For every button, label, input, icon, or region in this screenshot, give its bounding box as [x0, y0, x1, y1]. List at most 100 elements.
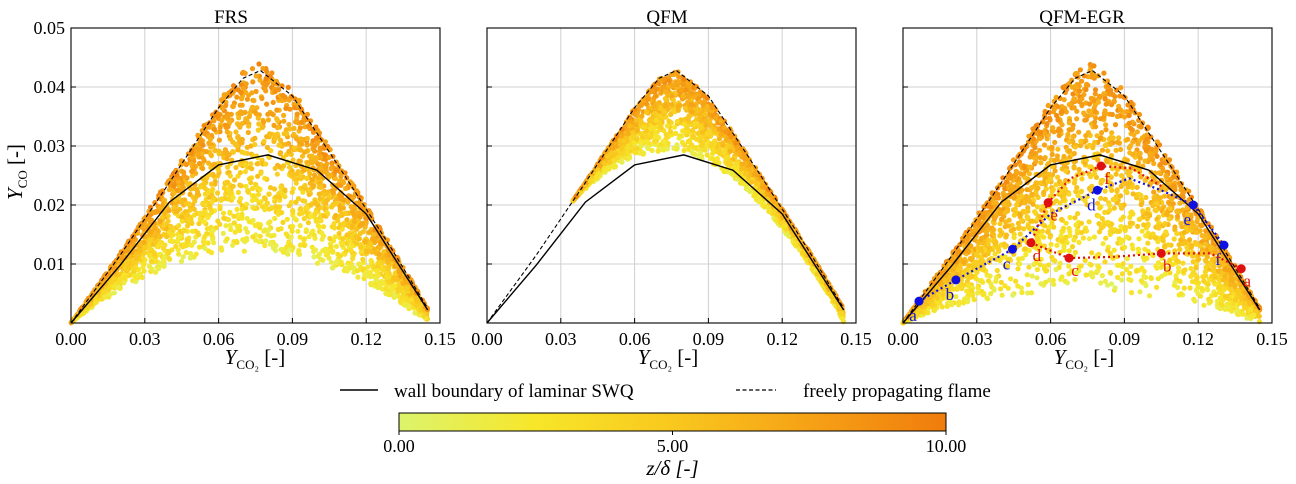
scatter-point: [322, 169, 328, 175]
scatter-point: [315, 161, 321, 167]
scatter-point: [242, 162, 248, 168]
scatter-point: [253, 88, 259, 95]
scatter-point: [674, 118, 681, 125]
scatter-point: [259, 95, 265, 101]
scatter-point: [173, 243, 179, 249]
scatter-point: [251, 205, 258, 212]
scatter-point: [276, 87, 282, 93]
scatter-point: [141, 239, 147, 245]
scatter-point: [239, 95, 245, 101]
scatter-point: [377, 280, 383, 286]
scatter-point: [230, 149, 236, 155]
scatter-point: [311, 248, 317, 255]
scatter-point: [653, 117, 659, 123]
scatter-point: [137, 248, 143, 254]
scatter-point: [189, 168, 195, 174]
scatter-point: [324, 209, 330, 215]
scatter-point: [252, 141, 258, 148]
scatter-point: [707, 121, 714, 127]
scatter-point: [315, 175, 322, 181]
scatter-point: [204, 226, 210, 232]
scatter-point: [239, 215, 245, 221]
scatter-point: [191, 143, 197, 149]
scatter-point: [243, 183, 249, 189]
scatter-point: [301, 216, 307, 222]
scatter-point: [312, 235, 318, 241]
scatter-point: [291, 145, 297, 151]
scatter-point: [358, 244, 364, 250]
scatter-point: [727, 148, 734, 154]
scatter-point: [234, 206, 240, 212]
scatter-point: [267, 131, 273, 137]
scatter-point: [205, 214, 211, 221]
scatter-point: [169, 238, 175, 244]
scatter-point: [231, 213, 237, 219]
scatter-point: [267, 185, 274, 191]
scatter-point: [261, 138, 267, 144]
scatter-point: [184, 212, 191, 218]
scatter-point: [298, 136, 304, 142]
scatter-point: [270, 245, 276, 251]
scatter-point: [274, 131, 280, 137]
scatter-point: [236, 122, 242, 128]
scatter-point: [202, 240, 208, 246]
scatter-point: [713, 115, 719, 121]
scatter-point: [175, 238, 181, 244]
scatter-point: [673, 130, 679, 136]
scatter-point: [241, 248, 247, 254]
scatter-point: [699, 142, 705, 149]
scatter-point: [233, 129, 239, 135]
scatter-point: [682, 142, 688, 148]
scatter-point: [297, 234, 303, 240]
scatter-point: [244, 144, 250, 150]
scatter-point: [593, 175, 599, 181]
scatter-point: [165, 218, 171, 224]
scatter-point: [161, 254, 167, 260]
scatter-point: [286, 121, 292, 128]
scatter-point: [206, 160, 212, 166]
scatter-point: [249, 90, 255, 96]
scatter-point: [180, 254, 186, 260]
scatter-point: [199, 165, 206, 171]
scatter-point: [183, 243, 189, 249]
scatter-point: [242, 109, 248, 115]
scatter-point: [272, 136, 278, 142]
scatter-point: [712, 127, 718, 133]
scatter-point: [392, 276, 398, 282]
scatter-point: [197, 210, 203, 216]
scatter-point: [224, 236, 230, 242]
scatter-point: [308, 159, 314, 165]
scatter-point: [192, 163, 198, 170]
x-tick-label: 0.15: [840, 329, 872, 349]
scatter-point: [181, 169, 187, 175]
scatter-point: [728, 134, 734, 140]
scatter-point: [321, 224, 327, 230]
scatter-point: [238, 183, 244, 189]
scatter-point: [319, 236, 325, 242]
scatter-point: [225, 179, 231, 185]
scatter-point: [314, 260, 321, 266]
scatter-point: [371, 246, 377, 252]
scatter-point: [634, 127, 640, 134]
y-tick-label: 0.04: [34, 77, 66, 97]
scatter-point: [304, 148, 310, 154]
scatter-point: [227, 173, 233, 179]
scatter-point: [292, 216, 298, 222]
scatter-point: [115, 284, 121, 290]
x-tick-label: 0.03: [129, 329, 161, 349]
scatter-point: [1113, 171, 1119, 177]
scatter-point: [274, 171, 280, 177]
scatter-point: [636, 102, 642, 108]
scatter-point: [295, 196, 302, 202]
scatter-point: [392, 283, 398, 289]
scatter-point: [297, 223, 303, 229]
scatter-point: [689, 127, 696, 134]
scatter-point: [130, 259, 137, 265]
scatter-point: [344, 232, 350, 238]
scatter-point: [220, 230, 226, 236]
scatter-point: [374, 268, 380, 274]
scatter-point: [239, 137, 245, 143]
scatter-point: [714, 156, 721, 162]
